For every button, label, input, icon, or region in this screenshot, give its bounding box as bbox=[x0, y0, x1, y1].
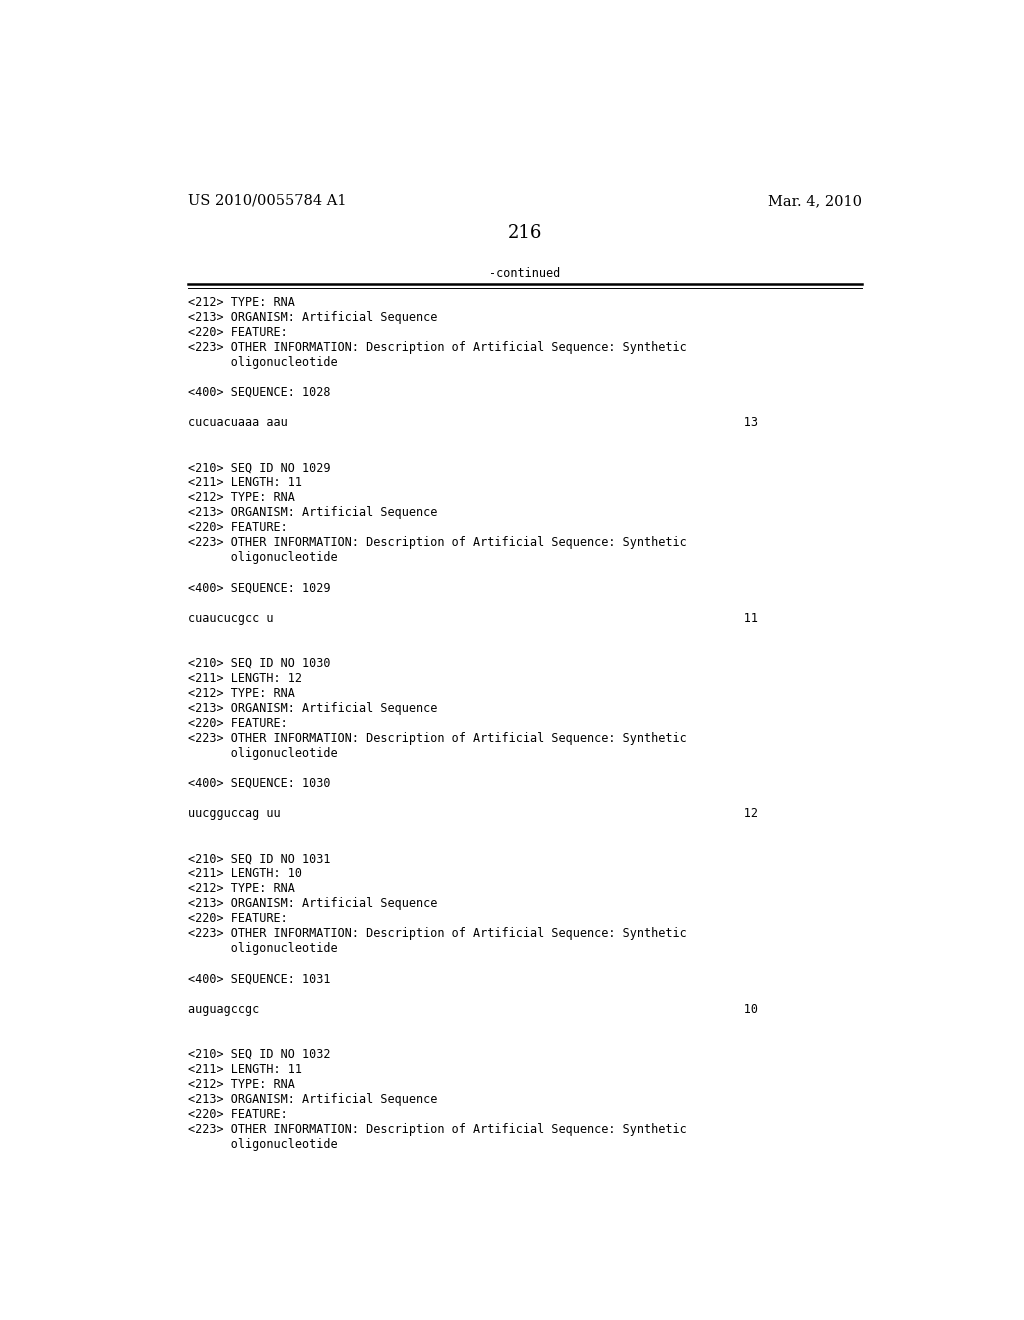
Text: US 2010/0055784 A1: US 2010/0055784 A1 bbox=[187, 194, 346, 209]
Text: <210> SEQ ID NO 1029: <210> SEQ ID NO 1029 bbox=[187, 461, 330, 474]
Text: <210> SEQ ID NO 1032: <210> SEQ ID NO 1032 bbox=[187, 1048, 330, 1061]
Text: <223> OTHER INFORMATION: Description of Artificial Sequence: Synthetic: <223> OTHER INFORMATION: Description of … bbox=[187, 731, 686, 744]
Text: <212> TYPE: RNA: <212> TYPE: RNA bbox=[187, 1078, 294, 1090]
Text: <211> LENGTH: 11: <211> LENGTH: 11 bbox=[187, 477, 301, 490]
Text: cucuacuaaa aau                                                                13: cucuacuaaa aau 13 bbox=[187, 416, 758, 429]
Text: <220> FEATURE:: <220> FEATURE: bbox=[187, 717, 288, 730]
Text: <213> ORGANISM: Artificial Sequence: <213> ORGANISM: Artificial Sequence bbox=[187, 898, 437, 911]
Text: <213> ORGANISM: Artificial Sequence: <213> ORGANISM: Artificial Sequence bbox=[187, 310, 437, 323]
Text: <223> OTHER INFORMATION: Description of Artificial Sequence: Synthetic: <223> OTHER INFORMATION: Description of … bbox=[187, 928, 686, 940]
Text: auguagccgc                                                                    10: auguagccgc 10 bbox=[187, 1003, 758, 1015]
Text: oligonucleotide: oligonucleotide bbox=[187, 356, 337, 368]
Text: <220> FEATURE:: <220> FEATURE: bbox=[187, 912, 288, 925]
Text: uucgguccag uu                                                                 12: uucgguccag uu 12 bbox=[187, 807, 758, 820]
Text: 216: 216 bbox=[508, 224, 542, 243]
Text: <220> FEATURE:: <220> FEATURE: bbox=[187, 1107, 288, 1121]
Text: <220> FEATURE:: <220> FEATURE: bbox=[187, 521, 288, 535]
Text: <400> SEQUENCE: 1028: <400> SEQUENCE: 1028 bbox=[187, 385, 330, 399]
Text: <400> SEQUENCE: 1029: <400> SEQUENCE: 1029 bbox=[187, 581, 330, 594]
Text: cuaucucgcc u                                                                  11: cuaucucgcc u 11 bbox=[187, 611, 758, 624]
Text: -continued: -continued bbox=[489, 267, 560, 280]
Text: <211> LENGTH: 10: <211> LENGTH: 10 bbox=[187, 867, 301, 880]
Text: <212> TYPE: RNA: <212> TYPE: RNA bbox=[187, 882, 294, 895]
Text: <210> SEQ ID NO 1030: <210> SEQ ID NO 1030 bbox=[187, 656, 330, 669]
Text: oligonucleotide: oligonucleotide bbox=[187, 1138, 337, 1151]
Text: <210> SEQ ID NO 1031: <210> SEQ ID NO 1031 bbox=[187, 853, 330, 865]
Text: Mar. 4, 2010: Mar. 4, 2010 bbox=[768, 194, 862, 209]
Text: oligonucleotide: oligonucleotide bbox=[187, 747, 337, 760]
Text: <212> TYPE: RNA: <212> TYPE: RNA bbox=[187, 491, 294, 504]
Text: <223> OTHER INFORMATION: Description of Artificial Sequence: Synthetic: <223> OTHER INFORMATION: Description of … bbox=[187, 536, 686, 549]
Text: <223> OTHER INFORMATION: Description of Artificial Sequence: Synthetic: <223> OTHER INFORMATION: Description of … bbox=[187, 1123, 686, 1137]
Text: <213> ORGANISM: Artificial Sequence: <213> ORGANISM: Artificial Sequence bbox=[187, 702, 437, 714]
Text: <211> LENGTH: 11: <211> LENGTH: 11 bbox=[187, 1063, 301, 1076]
Text: <212> TYPE: RNA: <212> TYPE: RNA bbox=[187, 296, 294, 309]
Text: <212> TYPE: RNA: <212> TYPE: RNA bbox=[187, 686, 294, 700]
Text: <223> OTHER INFORMATION: Description of Artificial Sequence: Synthetic: <223> OTHER INFORMATION: Description of … bbox=[187, 341, 686, 354]
Text: <400> SEQUENCE: 1030: <400> SEQUENCE: 1030 bbox=[187, 777, 330, 789]
Text: <213> ORGANISM: Artificial Sequence: <213> ORGANISM: Artificial Sequence bbox=[187, 1093, 437, 1106]
Text: <213> ORGANISM: Artificial Sequence: <213> ORGANISM: Artificial Sequence bbox=[187, 506, 437, 519]
Text: <220> FEATURE:: <220> FEATURE: bbox=[187, 326, 288, 339]
Text: oligonucleotide: oligonucleotide bbox=[187, 552, 337, 565]
Text: oligonucleotide: oligonucleotide bbox=[187, 942, 337, 956]
Text: <211> LENGTH: 12: <211> LENGTH: 12 bbox=[187, 672, 301, 685]
Text: <400> SEQUENCE: 1031: <400> SEQUENCE: 1031 bbox=[187, 973, 330, 986]
